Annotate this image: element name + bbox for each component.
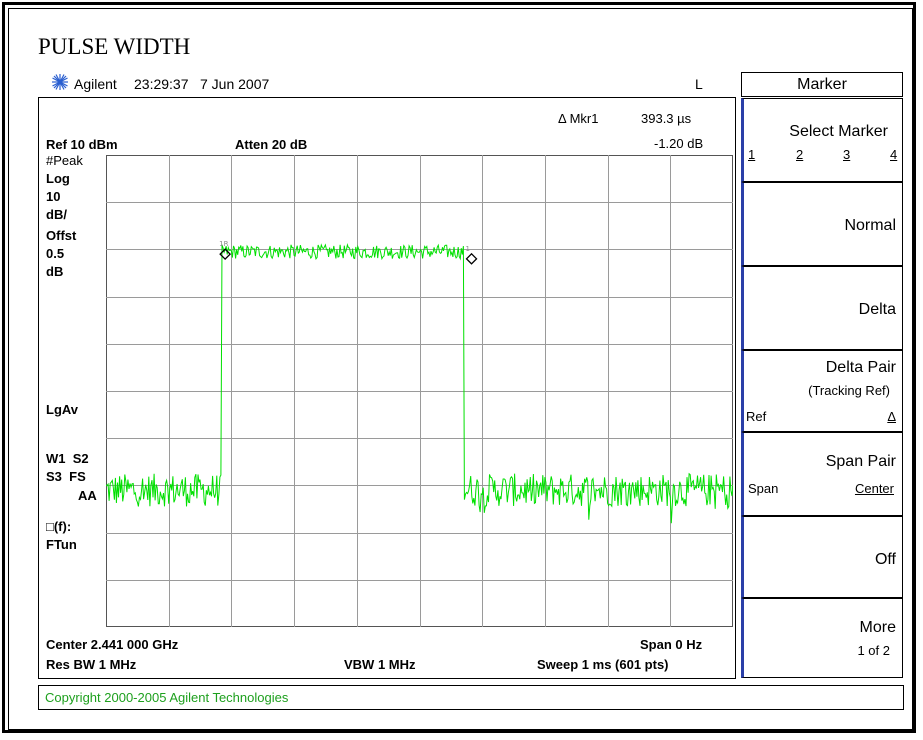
- marker-option-1: 1: [748, 147, 756, 162]
- outer-frame: [2, 2, 916, 733]
- sweep-setting: Sweep 1 ms (601 pts): [537, 657, 669, 672]
- marker-option-2: 2: [796, 147, 804, 162]
- brand-name: Agilent: [74, 76, 117, 92]
- delta-pair-button[interactable]: Delta Pair (Tracking Ref) Ref Δ: [741, 350, 903, 432]
- header-time: 23:29:37: [134, 76, 189, 92]
- trace-state-label-3: AA: [78, 488, 97, 503]
- delta-pair-delta: Δ: [887, 409, 896, 424]
- off-button[interactable]: Off: [741, 516, 903, 598]
- ref-level: Ref 10 dBm: [46, 137, 118, 152]
- delta-pair-sub: (Tracking Ref): [808, 383, 890, 398]
- span-pair-span: Span: [748, 481, 779, 496]
- agilent-spark-icon: [52, 74, 68, 90]
- marker-readout-time: 393.3 µs: [641, 111, 692, 126]
- offset-value: 0.5: [46, 246, 65, 261]
- resolution-bandwidth: Res BW 1 MHz: [46, 657, 137, 672]
- analyzer-screen: [38, 97, 736, 679]
- attenuation: Atten 20 dB: [235, 137, 308, 152]
- scale-value-label: 10: [46, 189, 61, 204]
- span-pair-button[interactable]: Span Pair Span Center: [741, 432, 903, 516]
- normal-label: Normal: [844, 217, 896, 234]
- marker-option-4: 4: [890, 147, 898, 162]
- spectrum-plot: 1R 1: [106, 155, 733, 627]
- function-label: □(f):: [46, 519, 72, 534]
- header-date: 7 Jun 2007: [200, 76, 270, 92]
- marker-id-label: 1: [466, 245, 470, 253]
- marker-id-label: 1R: [219, 240, 228, 248]
- ftun-label: FTun: [46, 537, 77, 552]
- avg-type-label: LgAv: [46, 402, 79, 417]
- marker-diamond: [465, 252, 478, 265]
- select-marker-button[interactable]: Select Marker 1 2 3 4: [741, 98, 903, 182]
- more-page: 1 of 2: [857, 643, 890, 658]
- trace-state-label: W1 S2: [46, 451, 89, 466]
- copyright-bar: Copyright 2000-2005 Agilent Technologies: [38, 685, 904, 710]
- signal-trace: [106, 243, 733, 524]
- select-marker-label: Select Marker: [789, 123, 888, 140]
- span-pair-label: Span Pair: [825, 453, 896, 470]
- span-setting: Span 0 Hz: [640, 637, 703, 652]
- more-button[interactable]: More 1 of 2: [741, 598, 903, 678]
- offset-label: Offst: [46, 228, 77, 243]
- delta-button[interactable]: Delta: [741, 266, 903, 350]
- scale-unit-label: dB/: [46, 207, 67, 222]
- marker-diamond: [219, 248, 232, 261]
- trace-state-label-2: S3 FS: [46, 469, 86, 484]
- video-bandwidth: VBW 1 MHz: [344, 657, 416, 672]
- center-frequency: Center 2.441 000 GHz: [46, 637, 179, 652]
- inner-frame: [8, 8, 913, 730]
- offset-unit: dB: [46, 264, 64, 279]
- delta-label: Delta: [858, 301, 896, 318]
- detector-label: #Peak: [46, 153, 83, 168]
- softkey-menu-title: Marker: [741, 72, 903, 97]
- marker-readout-label: Δ Mkr1: [558, 111, 599, 126]
- status-indicator: L: [695, 76, 703, 92]
- marker-readout-db: -1.20 dB: [654, 136, 704, 151]
- off-label: Off: [874, 551, 896, 568]
- span-pair-center: Center: [854, 481, 894, 496]
- scale-type-label: Log: [46, 171, 70, 186]
- marker-option-3: 3: [843, 147, 851, 162]
- page-title: PULSE WIDTH: [38, 34, 191, 59]
- normal-button[interactable]: Normal: [741, 182, 903, 266]
- more-label: More: [859, 619, 896, 636]
- delta-pair-label: Delta Pair: [825, 359, 896, 376]
- delta-pair-ref: Ref: [746, 409, 767, 424]
